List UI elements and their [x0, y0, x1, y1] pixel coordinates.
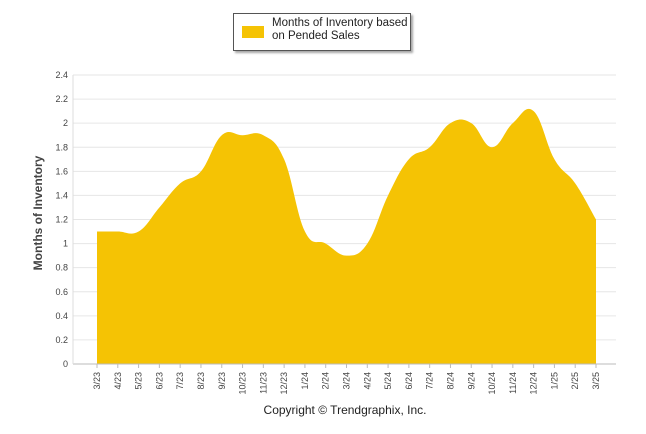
x-tick-label: 9/24 [466, 372, 476, 390]
x-tick-label: 3/23 [92, 372, 102, 390]
y-tick-label: 2.4 [55, 70, 68, 80]
x-tick-label: 2/24 [321, 372, 331, 390]
x-tick-labels: 3/23 4/23 5/23 6/23 7/23 8/23 9/23 10/23 11/23 12… [92, 364, 601, 395]
copyright: Copyright © Trendgraphix, Inc. [263, 403, 427, 417]
x-tick-label: 3/24 [342, 372, 352, 390]
y-tick-label: 2 [63, 118, 68, 128]
x-tick-label: 5/24 [383, 372, 393, 390]
x-tick-label: 11/23 [258, 372, 268, 394]
y-tick-label: 0.4 [55, 311, 68, 321]
area-series-fill [97, 108, 596, 364]
x-tick-label: 10/23 [238, 372, 248, 395]
x-tick-label: 3/25 [591, 372, 601, 390]
y-tick-label: 1 [63, 239, 68, 249]
x-tick-label: 9/23 [217, 372, 227, 390]
y-tick-label: 1.2 [55, 215, 68, 225]
y-tick-label: 1.4 [55, 190, 68, 200]
y-tick-label: 1.8 [55, 142, 68, 152]
y-tick-label: 0.8 [55, 263, 68, 273]
x-tick-label: 11/24 [508, 372, 518, 394]
x-tick-label: 1/25 [549, 372, 559, 390]
area-series [97, 108, 596, 364]
y-tick-label: 1.6 [55, 166, 68, 176]
x-tick-label: 7/24 [425, 372, 435, 390]
x-tick-label: 4/24 [362, 372, 372, 390]
x-tick-label: 8/24 [445, 372, 455, 390]
axes [72, 75, 616, 365]
y-tick-label: 0.6 [55, 287, 68, 297]
x-tick-label: 6/24 [404, 372, 414, 390]
x-tick-label: 7/23 [175, 372, 185, 390]
x-tick-label: 6/23 [154, 372, 164, 390]
legend-swatch [242, 26, 264, 38]
x-tick-label: 12/24 [529, 372, 539, 395]
y-tick-labels: 0 0.2 0.4 0.6 0.8 1 1.2 1.4 1.6 1.8 2 2.2 2.4 [55, 70, 68, 369]
y-tick-label: 0.2 [55, 335, 68, 345]
x-tick-label: 12/23 [279, 372, 289, 395]
x-tick-label: 5/23 [134, 372, 144, 390]
x-tick-label: 10/24 [487, 372, 497, 395]
y-tick-label: 2.2 [55, 94, 68, 104]
x-tick-label: 8/23 [196, 372, 206, 390]
x-tick-label: 1/24 [300, 372, 310, 390]
y-tick-label: 0 [63, 359, 68, 369]
legend: Months of Inventory based on Pended Sale… [233, 13, 411, 51]
x-tick-label: 2/25 [570, 372, 580, 390]
x-tick-label: 4/23 [113, 372, 123, 390]
legend-label: Months of Inventory based on Pended Sale… [272, 17, 408, 42]
